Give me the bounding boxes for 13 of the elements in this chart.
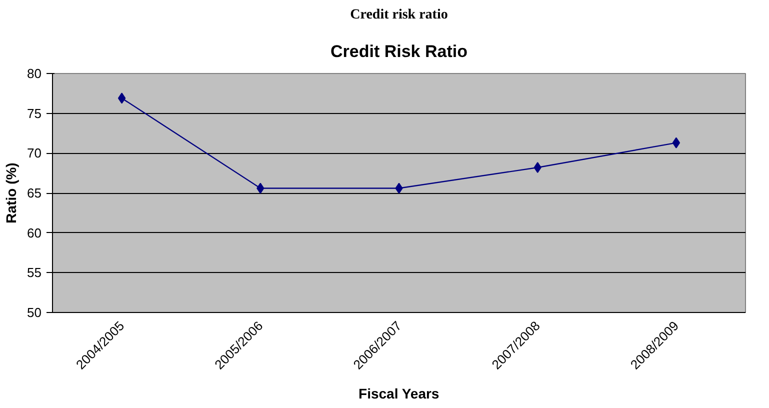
y-axis-title: Ratio (%) <box>3 162 20 224</box>
y-tick-label: 65 <box>27 186 42 200</box>
x-axis-title: Fiscal Years <box>358 386 440 402</box>
y-tick-label: 75 <box>27 106 42 121</box>
text: Credit risk ratio <box>350 8 448 22</box>
y-tick-label: 80 <box>27 66 42 81</box>
y-tick-label: 55 <box>27 265 42 280</box>
y-tick-label: 70 <box>27 146 42 161</box>
chart-title: Credit Risk Ratio <box>330 42 468 61</box>
point <box>118 92 126 104</box>
point <box>672 137 680 148</box>
y-tick-label: 60 <box>27 225 42 240</box>
y-tick-label: 50 <box>27 305 42 320</box>
